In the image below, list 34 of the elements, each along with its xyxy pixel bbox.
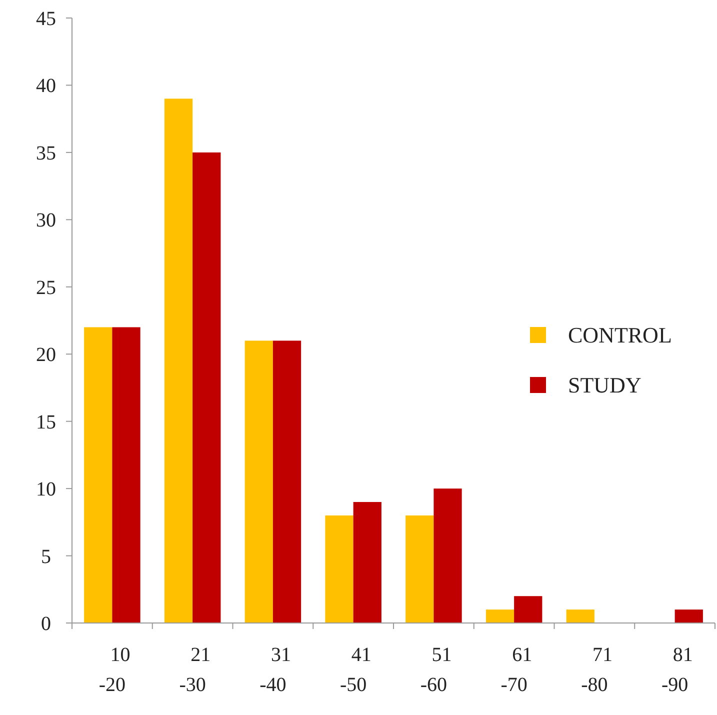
x-tick-label: 41 -50 bbox=[340, 644, 372, 696]
x-tick-label: 10 -20 bbox=[98, 644, 130, 696]
bar bbox=[84, 327, 112, 623]
y-tick-label: 45 bbox=[36, 8, 56, 30]
bar bbox=[192, 152, 221, 623]
bar bbox=[325, 515, 354, 623]
bar bbox=[353, 502, 382, 623]
y-tick-label: 10 bbox=[36, 478, 56, 501]
bar bbox=[272, 340, 302, 623]
x-tick-label: 51 -60 bbox=[420, 644, 452, 696]
bar bbox=[674, 610, 703, 623]
y-tick-label: 5 bbox=[41, 546, 51, 568]
x-tick-label: 81 -90 bbox=[661, 644, 693, 696]
x-tick-label: 71 -80 bbox=[581, 644, 612, 696]
y-tick-label: 35 bbox=[36, 142, 56, 164]
bar bbox=[406, 515, 434, 623]
legend-label: CONTROL bbox=[568, 322, 672, 348]
y-tick-label: 15 bbox=[36, 411, 56, 434]
bar bbox=[434, 488, 462, 623]
bar bbox=[164, 98, 193, 623]
x-tick-label: 31 -40 bbox=[260, 644, 291, 696]
y-tick-label: 20 bbox=[36, 344, 56, 366]
y-tick-label: 0 bbox=[41, 613, 51, 635]
x-tick-label: 61 -70 bbox=[500, 644, 532, 696]
x-tick-label: 21 -30 bbox=[179, 644, 211, 696]
bar bbox=[514, 596, 542, 623]
legend-label: STUDY bbox=[568, 372, 642, 398]
bar bbox=[566, 610, 594, 623]
bar bbox=[244, 340, 273, 623]
bar bbox=[112, 327, 140, 623]
y-tick-label: 30 bbox=[36, 210, 56, 232]
bar bbox=[486, 610, 514, 623]
y-tick-label: 25 bbox=[36, 276, 56, 299]
y-tick-label: 40 bbox=[36, 75, 56, 98]
